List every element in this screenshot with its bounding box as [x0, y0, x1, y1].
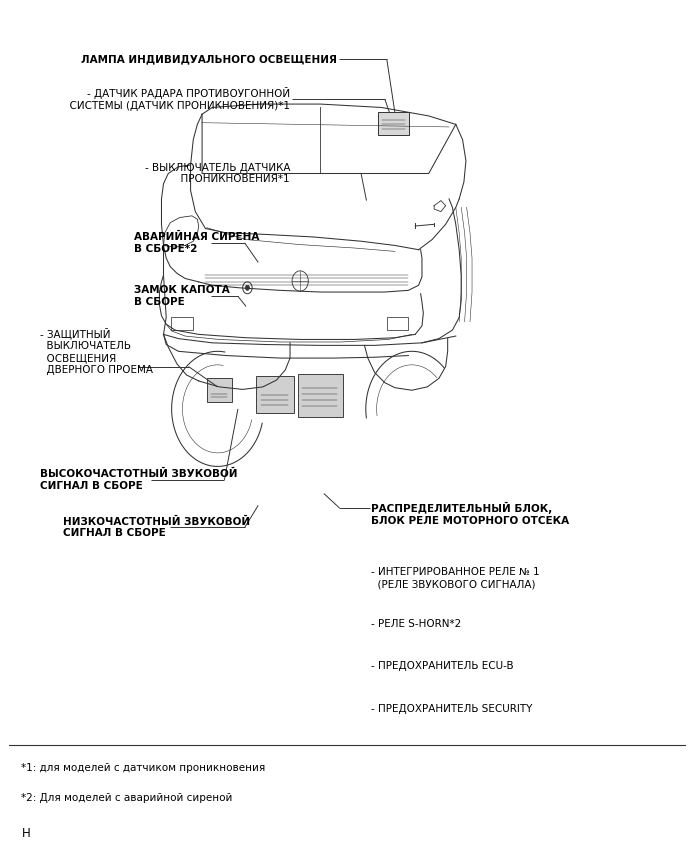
Text: - ПРЕДОХРАНИТЕЛЬ SECURITY: - ПРЕДОХРАНИТЕЛЬ SECURITY — [371, 704, 533, 714]
Text: ЛАМПА ИНДИВИДУАЛЬНОГО ОСВЕЩЕНИЯ: ЛАМПА ИНДИВИДУАЛЬНОГО ОСВЕЩЕНИЯ — [81, 54, 337, 64]
Text: *1: для моделей с датчиком проникновения: *1: для моделей с датчиком проникновения — [21, 763, 266, 773]
Text: - ПРЕДОХРАНИТЕЛЬ ECU-B: - ПРЕДОХРАНИТЕЛЬ ECU-B — [371, 661, 514, 671]
Text: ЗАМОК КАПОТА
В СБОРЕ: ЗАМОК КАПОТА В СБОРЕ — [135, 286, 230, 307]
FancyBboxPatch shape — [256, 376, 294, 413]
Text: - ЗАЩИТНЫЙ
  ВЫКЛЮЧАТЕЛЬ
  ОСВЕЩЕНИЯ
  ДВЕРНОГО ПРОЕМА: - ЗАЩИТНЫЙ ВЫКЛЮЧАТЕЛЬ ОСВЕЩЕНИЯ ДВЕРНОГ… — [40, 328, 152, 374]
Text: РАСПРЕДЕЛИТЕЛЬНЫЙ БЛОК,
БЛОК РЕЛЕ МОТОРНОГО ОТСЕКА: РАСПРЕДЕЛИТЕЛЬНЫЙ БЛОК, БЛОК РЕЛЕ МОТОРН… — [371, 502, 569, 526]
Text: *2: Для моделей с аварийной сиреной: *2: Для моделей с аварийной сиреной — [21, 793, 233, 804]
FancyBboxPatch shape — [378, 112, 409, 135]
Text: - ДАТЧИК РАДАРА ПРОТИВОУГОННОЙ
  СИСТЕМЫ (ДАТЧИК ПРОНИКНОВЕНИЯ)*1: - ДАТЧИК РАДАРА ПРОТИВОУГОННОЙ СИСТЕМЫ (… — [63, 87, 290, 111]
Text: Н: Н — [21, 828, 30, 840]
FancyBboxPatch shape — [208, 378, 232, 402]
Text: - РЕЛЕ S-HORN*2: - РЕЛЕ S-HORN*2 — [371, 619, 462, 629]
Text: - ИНТЕГРИРОВАННОЕ РЕЛЕ № 1
  (РЕЛЕ ЗВУКОВОГО СИГНАЛА): - ИНТЕГРИРОВАННОЕ РЕЛЕ № 1 (РЕЛЕ ЗВУКОВО… — [371, 568, 540, 589]
Circle shape — [246, 286, 249, 291]
Text: НИЗКОЧАСТОТНЫЙ ЗВУКОВОЙ
СИГНАЛ В СБОРЕ: НИЗКОЧАСТОТНЫЙ ЗВУКОВОЙ СИГНАЛ В СБОРЕ — [63, 516, 250, 539]
FancyBboxPatch shape — [298, 374, 343, 417]
Text: ВЫСОКОЧАСТОТНЫЙ ЗВУКОВОЙ
СИГНАЛ В СБОРЕ: ВЫСОКОЧАСТОТНЫЙ ЗВУКОВОЙ СИГНАЛ В СБОРЕ — [40, 469, 237, 491]
Text: - ВЫКЛЮЧАТЕЛЬ ДАТЧИКА
  ПРОНИКНОВЕНИЯ*1: - ВЫКЛЮЧАТЕЛЬ ДАТЧИКА ПРОНИКНОВЕНИЯ*1 — [144, 162, 290, 185]
Text: АВАРИЙНАЯ СИРЕНА
В СБОРЕ*2: АВАРИЙНАЯ СИРЕНА В СБОРЕ*2 — [135, 232, 260, 254]
